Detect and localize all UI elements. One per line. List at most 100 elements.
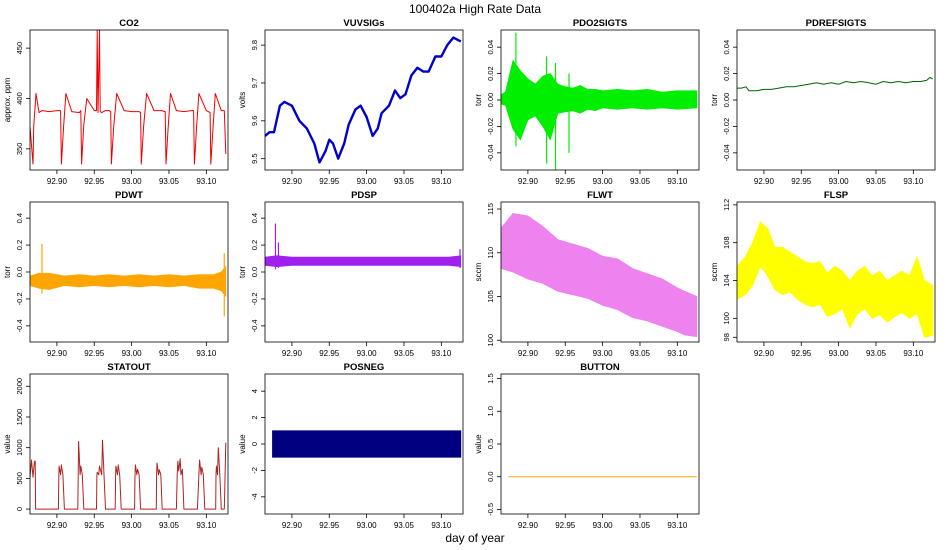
y-tick-label: 0.5 bbox=[486, 439, 495, 449]
panel-co2: CO2 approx. ppm 92.90 92.95 93.00 93.05 93.10 3… bbox=[3, 18, 229, 186]
y-tick-label: 9.8 bbox=[250, 40, 259, 50]
x-tick-label: 93.05 bbox=[394, 521, 415, 530]
plot-area-flsp bbox=[737, 221, 934, 338]
x-tick-label: 92.90 bbox=[754, 177, 775, 186]
y-tick-label: -0.4 bbox=[15, 319, 24, 332]
panel-frame-pdsp bbox=[264, 201, 464, 343]
y-tick-label: 0.0 bbox=[15, 267, 24, 277]
x-tick-label: 92.95 bbox=[555, 349, 576, 358]
x-axis-label: day of year bbox=[445, 531, 505, 545]
series-band-pdo2sigts bbox=[501, 59, 698, 141]
series-band-flsp bbox=[737, 221, 934, 338]
panel-frame-statout bbox=[29, 373, 229, 515]
x-tick-label: 93.10 bbox=[667, 521, 688, 530]
y-tick-label: 2 bbox=[250, 415, 259, 419]
x-tick-label: 93.10 bbox=[667, 349, 688, 358]
panel-title-flsp: FLSP bbox=[824, 190, 849, 201]
x-tick-label: 92.90 bbox=[518, 521, 539, 530]
x-tick-label: 92.95 bbox=[319, 349, 340, 358]
x-tick-label: 93.10 bbox=[431, 177, 452, 186]
x-tick-label: 93.00 bbox=[357, 177, 378, 186]
plot-area-pdwt bbox=[30, 243, 227, 317]
page-title: 100402a High Rate Data bbox=[408, 2, 542, 16]
y-tick-label: -0.02 bbox=[486, 118, 495, 135]
x-tick-label: 93.00 bbox=[122, 177, 143, 186]
y-tick-label: 400 bbox=[15, 92, 24, 105]
x-tick-label: 92.90 bbox=[47, 521, 68, 530]
x-tick-label: 93.05 bbox=[159, 177, 180, 186]
plot-area-co2 bbox=[30, 30, 227, 165]
y-tick-label: 450 bbox=[15, 42, 24, 55]
series-band-posneg bbox=[272, 430, 462, 458]
x-tick-label: 92.90 bbox=[518, 349, 539, 358]
y-tick-label: -0.04 bbox=[486, 144, 495, 161]
x-tick-label: 92.95 bbox=[84, 349, 105, 358]
panel-title-pdsp: PDSP bbox=[351, 190, 378, 201]
x-tick-label: 93.10 bbox=[431, 521, 452, 530]
y-tick-label: 112 bbox=[722, 199, 731, 211]
y-tick-label: 110 bbox=[486, 247, 495, 259]
x-tick-label: 93.05 bbox=[866, 349, 887, 358]
y-tick-label: 0.00 bbox=[722, 93, 731, 108]
y-tick-label: 1000 bbox=[15, 439, 24, 456]
y-tick-label: -0.04 bbox=[722, 144, 731, 161]
panel-title-pdo2sigts: PDO2SIGTS bbox=[573, 18, 627, 29]
x-tick-label: 92.90 bbox=[754, 349, 775, 358]
y-tick-label: 1.5 bbox=[486, 373, 495, 383]
y-tick-label: 500 bbox=[15, 472, 24, 485]
y-axis-label-pdrefsigts: torr bbox=[710, 94, 719, 106]
panel-posneg: POSNEG value 92.90 92.95 93.00 93.05 93.10 -4 -2… bbox=[238, 362, 464, 530]
x-tick-label: 93.00 bbox=[829, 177, 850, 186]
x-tick-label: 93.00 bbox=[593, 349, 614, 358]
x-tick-label: 92.95 bbox=[84, 177, 105, 186]
panel-frame-pdrefsigts bbox=[736, 29, 936, 171]
y-tick-label: 100 bbox=[722, 312, 731, 325]
plot-area-pdo2sigts bbox=[501, 32, 698, 170]
y-tick-label: 0.4 bbox=[15, 213, 24, 223]
plot-area-pdrefsigts bbox=[737, 77, 934, 92]
y-tick-label: -0.2 bbox=[15, 292, 24, 305]
y-tick-label: 1500 bbox=[15, 409, 24, 426]
x-tick-label: 92.95 bbox=[555, 521, 576, 530]
y-tick-label: 0.4 bbox=[250, 213, 259, 223]
y-tick-label: 0.04 bbox=[722, 40, 731, 55]
panel-title-statout: STATOUT bbox=[107, 362, 150, 373]
panel-frame-button bbox=[500, 373, 700, 515]
x-tick-label: 93.00 bbox=[357, 521, 378, 530]
y-tick-label: -2 bbox=[250, 467, 259, 474]
series-line-statout bbox=[30, 439, 227, 510]
y-axis-label-flwt: sccm bbox=[474, 262, 483, 281]
y-tick-label: 98 bbox=[722, 333, 731, 341]
y-axis-label-co2: approx. ppm bbox=[3, 77, 12, 122]
x-tick-label: 92.90 bbox=[282, 177, 303, 186]
x-tick-label: 93.10 bbox=[667, 177, 688, 186]
series-line-co2 bbox=[30, 30, 227, 165]
panel-pdrefsigts: PDREFSIGTS torr 92.90 92.95 93.00 93.05 93.10 -… bbox=[710, 18, 936, 186]
y-tick-label: 104 bbox=[722, 274, 731, 287]
y-tick-label: 2000 bbox=[15, 378, 24, 395]
x-tick-label: 92.95 bbox=[791, 349, 812, 358]
panel-frame-co2 bbox=[29, 29, 229, 171]
x-tick-label: 93.05 bbox=[630, 521, 651, 530]
y-tick-label: -0.02 bbox=[722, 118, 731, 135]
x-tick-label: 93.05 bbox=[394, 177, 415, 186]
x-tick-label: 93.10 bbox=[196, 349, 217, 358]
panel-title-button: BUTTON bbox=[580, 362, 620, 373]
x-tick-label: 93.10 bbox=[196, 521, 217, 530]
series-band-flwt bbox=[501, 212, 698, 338]
series-band-pdwt bbox=[30, 265, 227, 298]
y-axis-label-pdwt: torr bbox=[3, 266, 12, 278]
panel-pdo2sigts: PDO2SIGTS torr 92.90 92.95 93.00 93.05 93.10 -0… bbox=[474, 18, 700, 186]
plot-area-pdsp bbox=[265, 223, 462, 270]
panel-pdsp: PDSP torr 92.90 92.95 93.00 93.05 93.10 -0.4 -0.… bbox=[238, 190, 464, 358]
x-tick-label: 93.05 bbox=[630, 177, 651, 186]
x-tick-label: 92.95 bbox=[791, 177, 812, 186]
panel-statout: STATOUT value 92.90 92.95 93.00 93.05 93.10 0 50… bbox=[3, 362, 229, 530]
y-tick-label: 0.02 bbox=[486, 66, 495, 81]
y-tick-label: -0.2 bbox=[250, 292, 259, 305]
y-tick-label: 350 bbox=[15, 143, 24, 156]
plot-area-flwt bbox=[501, 212, 698, 338]
y-tick-label: 100 bbox=[486, 334, 495, 347]
plot-area-vuvsigs bbox=[265, 36, 462, 164]
